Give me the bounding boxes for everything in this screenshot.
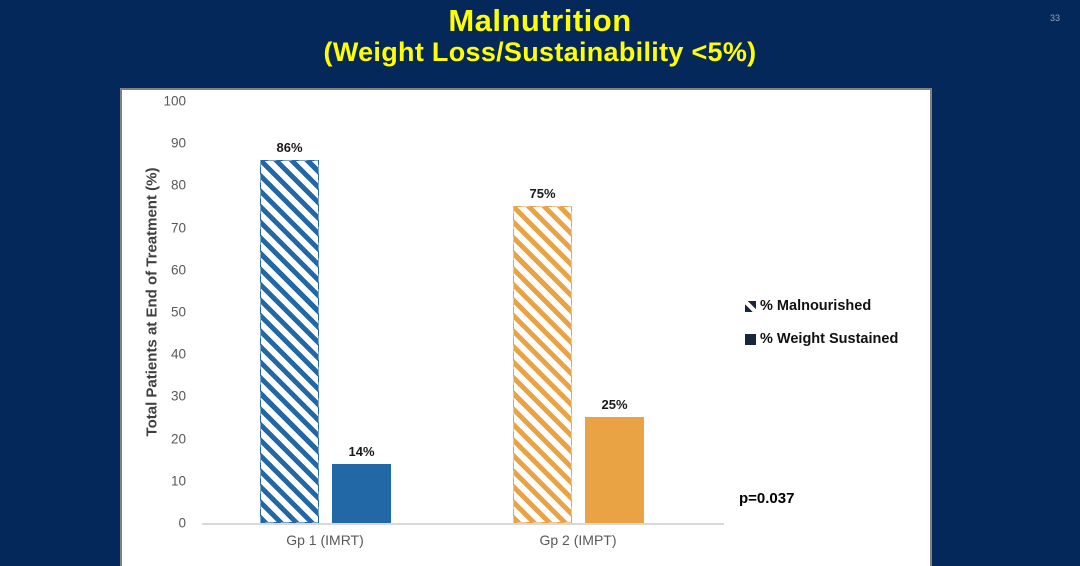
chart-panel: Total Patients at End of Treatment (%) 0… <box>120 88 932 566</box>
x-category-label: Gp 1 (IMRT) <box>286 532 364 548</box>
bar-value-label: 86% <box>276 140 303 155</box>
bar-malnourished-group2 <box>513 206 572 523</box>
bar-malnourished-group1 <box>260 160 319 523</box>
y-tick-label: 60 <box>170 262 186 278</box>
title-block: Malnutrition (Weight Loss/Sustainability… <box>0 3 1080 68</box>
slide-title: Malnutrition <box>448 3 632 38</box>
x-axis-line <box>202 523 724 525</box>
y-tick-label: 70 <box>170 220 186 236</box>
y-tick-label: 100 <box>163 93 186 109</box>
legend-label-weight-sustained: % Weight Sustained <box>760 331 899 347</box>
bar-value-label: 75% <box>529 186 556 201</box>
y-tick-label: 50 <box>170 304 186 320</box>
y-tick-label: 90 <box>170 135 186 151</box>
bar-value-label: 14% <box>348 444 375 459</box>
x-category-label: Gp 2 (IMPT) <box>539 532 617 548</box>
bar-weight-sustained-group1 <box>332 464 391 523</box>
legend-label-malnourished: % Malnourished <box>760 298 872 314</box>
chart-legend: % Malnourished % Weight Sustained <box>745 298 898 347</box>
legend-item-malnourished: % Malnourished <box>745 298 898 314</box>
p-value-annotation: p=0.037 <box>739 490 795 507</box>
bar-value-label: 25% <box>601 397 628 412</box>
solid-swatch-icon <box>745 333 756 345</box>
slide-subtitle: (Weight Loss/Sustainability <5%) <box>323 37 757 68</box>
y-tick-label: 20 <box>170 431 186 447</box>
y-tick-label: 10 <box>170 473 186 489</box>
slide-page-number: 33 <box>1049 13 1060 23</box>
bar-weight-sustained-group2 <box>585 417 644 523</box>
y-tick-label: 80 <box>170 177 186 193</box>
plot-area: 0 10 20 30 40 50 60 70 80 90 100 86% 14% Gp 1 (IMRT) 7… <box>122 90 930 566</box>
y-tick-label: 30 <box>170 388 186 404</box>
y-tick-label: 40 <box>170 346 186 362</box>
legend-item-weight-sustained: % Weight Sustained <box>745 331 898 347</box>
hatched-swatch-icon <box>745 300 756 312</box>
y-tick-label: 0 <box>178 515 186 531</box>
